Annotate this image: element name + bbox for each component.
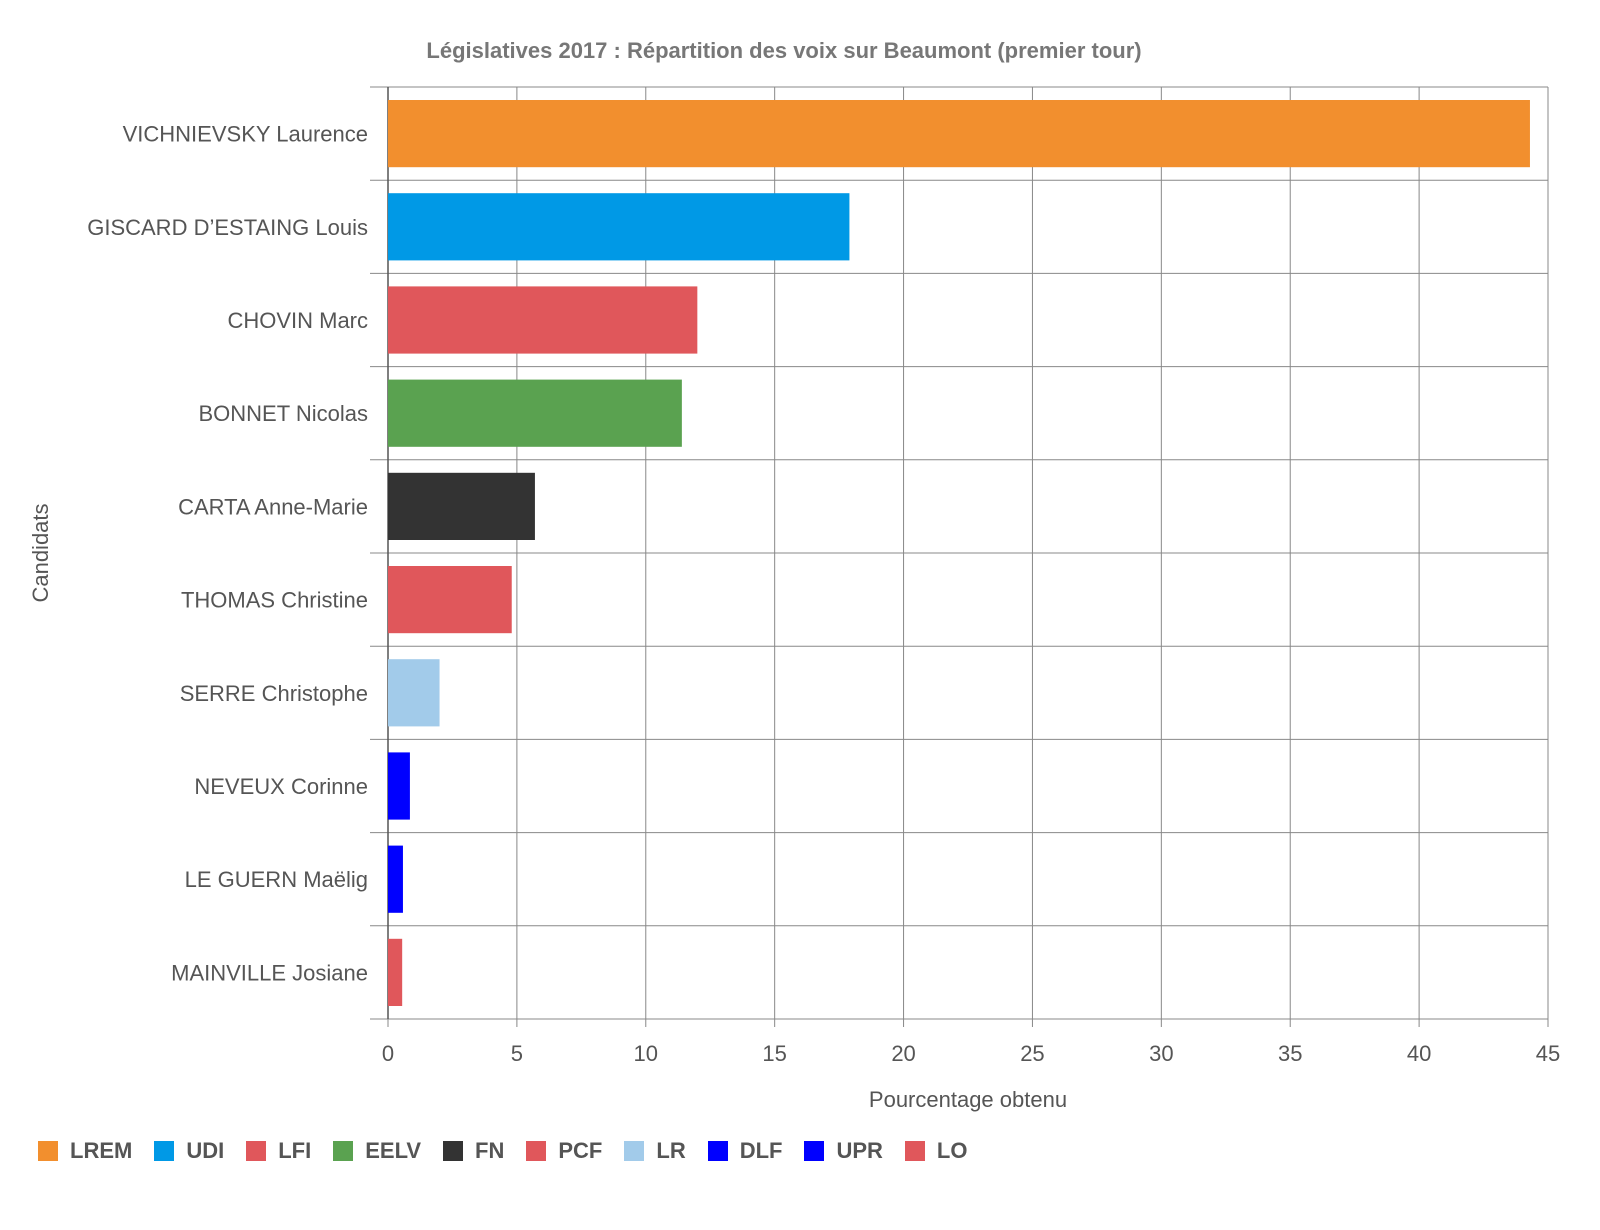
- legend-label: LREM: [70, 1138, 133, 1163]
- chart-title: Législatives 2017 : Répartition des voix…: [426, 38, 1141, 63]
- legend-item[interactable]: EELV: [333, 1138, 421, 1164]
- legend-item[interactable]: DLF: [707, 1138, 783, 1164]
- bar[interactable]: [388, 845, 403, 913]
- bar[interactable]: [388, 752, 410, 820]
- bar[interactable]: [388, 100, 1530, 168]
- bars: [388, 100, 1530, 1006]
- x-tick-label: 0: [382, 1041, 394, 1066]
- y-tick-label: NEVEUX Corinne: [194, 774, 368, 799]
- legend-swatch: [707, 1141, 728, 1161]
- bar[interactable]: [388, 472, 535, 540]
- y-tick-labels: VICHNIEVSKY Laurence GISCARD D’ESTAING Lo…: [87, 122, 368, 986]
- legend-swatch: [443, 1141, 464, 1161]
- x-tick-label: 10: [634, 1041, 658, 1066]
- legend-item[interactable]: LR: [624, 1138, 686, 1164]
- y-tick-label: BONNET Nicolas: [198, 401, 368, 426]
- legend-item[interactable]: PCF: [526, 1138, 602, 1164]
- y-tick-label: SERRE Christophe: [180, 681, 368, 706]
- y-tick-label: GISCARD D’ESTAING Louis: [87, 215, 368, 240]
- legend-swatch: [624, 1141, 645, 1161]
- x-tick-label: 25: [1020, 1041, 1044, 1066]
- legend-swatch: [38, 1141, 58, 1161]
- y-tick-label: LE GUERN Maëlig: [185, 867, 368, 892]
- bar[interactable]: [388, 286, 698, 354]
- y-tick-label: VICHNIEVSKY Laurence: [123, 122, 368, 147]
- x-tick-label: 5: [511, 1041, 523, 1066]
- bar[interactable]: [388, 938, 403, 1006]
- x-tick-label: 30: [1149, 1041, 1173, 1066]
- legend-label: PCF: [558, 1138, 603, 1163]
- legend-item[interactable]: UDI: [154, 1138, 224, 1164]
- legend-label: UDI: [186, 1138, 225, 1163]
- legend-swatch: [804, 1141, 825, 1161]
- legend-swatch: [904, 1141, 925, 1161]
- x-tick-label: 20: [891, 1041, 915, 1066]
- legend-swatch: [154, 1141, 175, 1161]
- x-tick-label: 45: [1536, 1041, 1560, 1066]
- legend-label: FN: [475, 1138, 505, 1163]
- legend-item[interactable]: FN: [443, 1138, 504, 1164]
- y-tick-label: THOMAS Christine: [181, 588, 368, 613]
- legend-label: DLF: [739, 1138, 783, 1163]
- legend-swatch: [333, 1141, 354, 1161]
- x-tick-label: 15: [762, 1041, 786, 1066]
- y-tick-label: CARTA Anne-Marie: [178, 494, 368, 519]
- y-tick-label: MAINVILLE Josiane: [171, 960, 368, 985]
- legend-swatch: [246, 1141, 267, 1161]
- legend-item[interactable]: LREM: [38, 1138, 132, 1164]
- x-tick-labels: 0 5 10 15 20 25 30 35 40 45: [382, 1041, 1560, 1066]
- bar[interactable]: [388, 659, 440, 727]
- legend-label: EELV: [365, 1138, 422, 1163]
- y-axis-label: Candidats: [28, 503, 53, 602]
- bar[interactable]: [388, 379, 682, 447]
- legend-label: LR: [656, 1138, 686, 1163]
- legend-label: LFI: [278, 1138, 312, 1163]
- bar[interactable]: [388, 566, 512, 634]
- legend-label: LO: [936, 1138, 968, 1163]
- bar[interactable]: [388, 193, 850, 261]
- x-tick-label: 35: [1278, 1041, 1302, 1066]
- y-tick-label: CHOVIN Marc: [227, 308, 368, 333]
- legend-swatch: [526, 1141, 547, 1161]
- legend: LREM UDI LFI EELV FN PCF LR DLF UPR LO: [38, 1138, 989, 1164]
- x-axis-label: Pourcentage obtenu: [869, 1087, 1067, 1112]
- legend-label: UPR: [836, 1138, 883, 1163]
- legend-item[interactable]: LO: [904, 1138, 968, 1164]
- x-tick-label: 40: [1407, 1041, 1431, 1066]
- legend-item[interactable]: UPR: [804, 1138, 883, 1164]
- legend-item[interactable]: LFI: [246, 1138, 311, 1164]
